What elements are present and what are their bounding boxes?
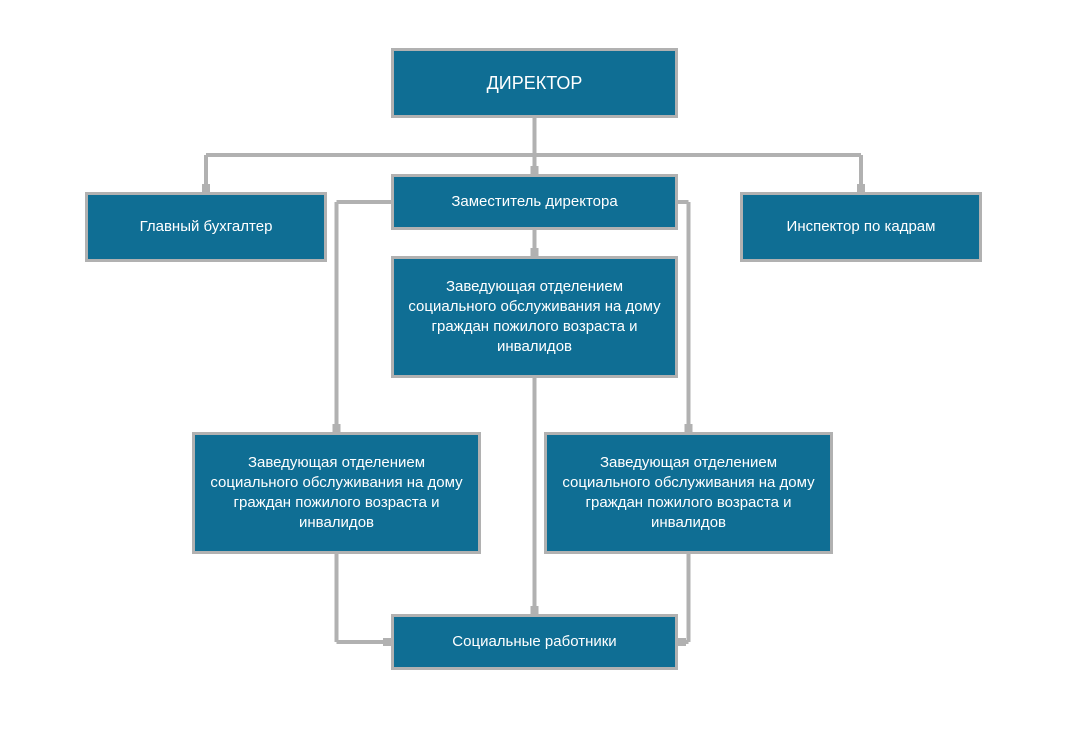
node-label: Заведующая отделением социального обслуж… <box>205 453 468 534</box>
node-head-right: Заведующая отделением социального обслуж… <box>544 432 833 554</box>
node-label: Социальные работники <box>404 632 665 652</box>
org-chart: ДИРЕКТОР Главный бухгалтер Заместитель д… <box>0 0 1072 744</box>
node-hr: Инспектор по кадрам <box>740 192 982 262</box>
node-label: ДИРЕКТОР <box>404 71 665 95</box>
node-label: Инспектор по кадрам <box>753 217 969 237</box>
node-director: ДИРЕКТОР <box>391 48 678 118</box>
node-head-mid: Заведующая отделением социального обслуж… <box>391 256 678 378</box>
node-label: Заведующая отделением социального обслуж… <box>404 277 665 358</box>
node-accountant: Главный бухгалтер <box>85 192 327 262</box>
node-workers: Социальные работники <box>391 614 678 670</box>
node-head-left: Заведующая отделением социального обслуж… <box>192 432 481 554</box>
node-deputy: Заместитель директора <box>391 174 678 230</box>
node-label: Главный бухгалтер <box>98 217 314 237</box>
node-label: Заведующая отделением социального обслуж… <box>557 453 820 534</box>
node-label: Заместитель директора <box>404 192 665 212</box>
